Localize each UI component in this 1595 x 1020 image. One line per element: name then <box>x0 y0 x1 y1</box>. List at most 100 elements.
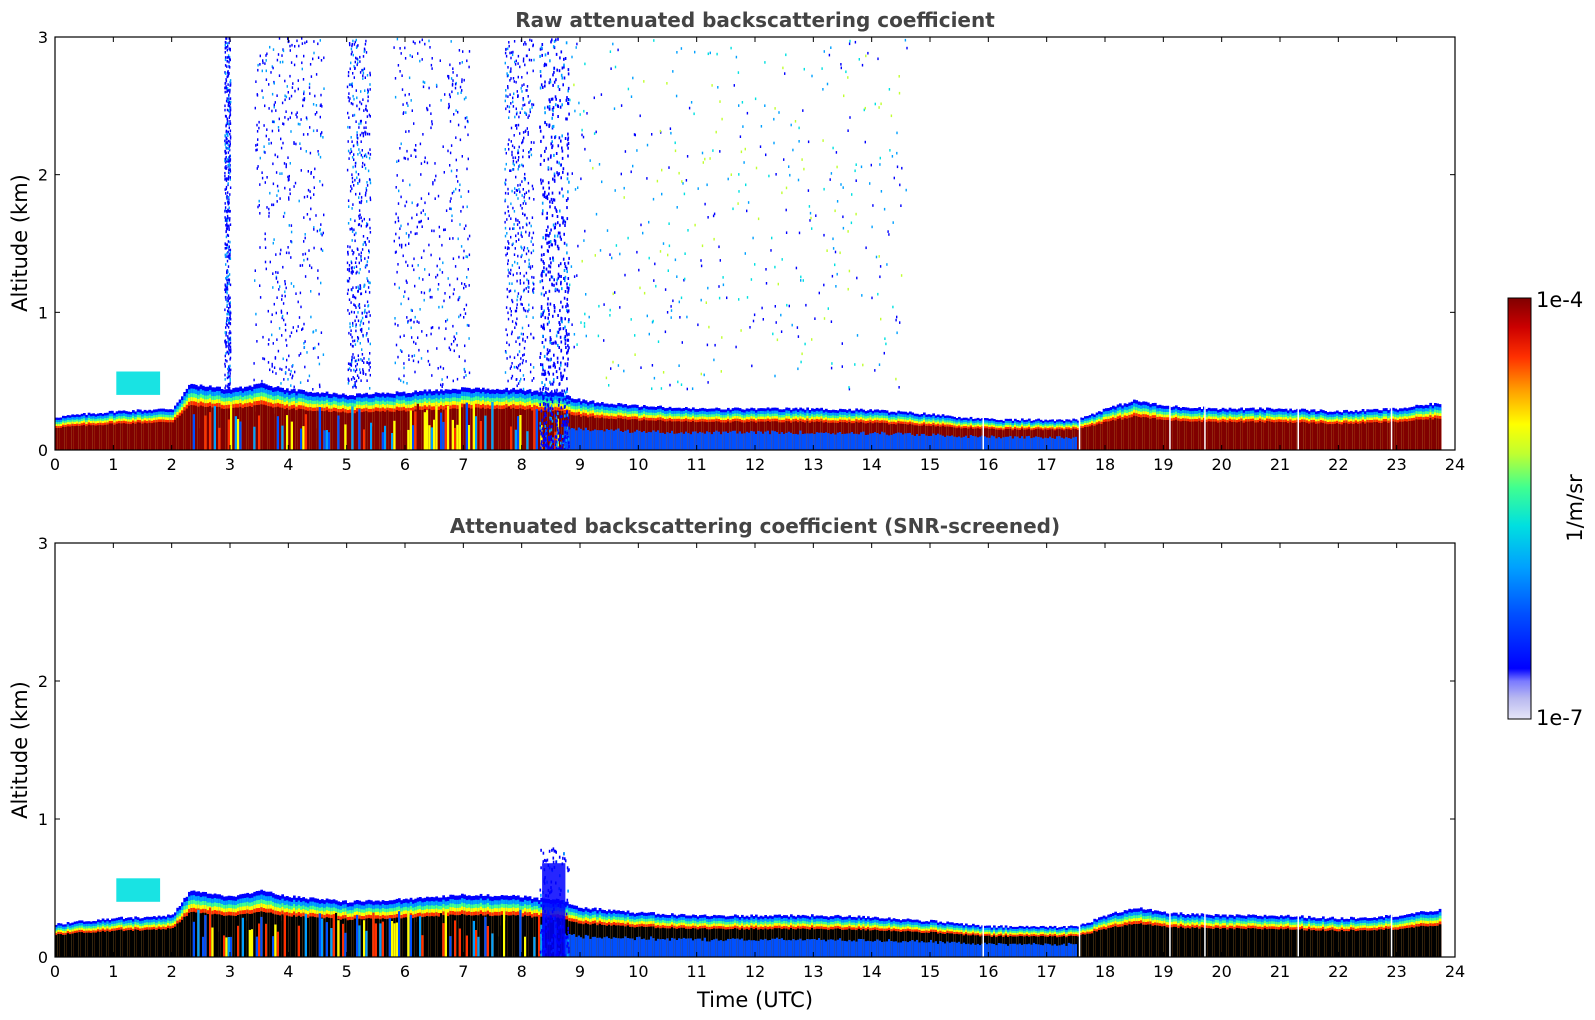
plume-speck <box>552 382 554 386</box>
bl-band-cell <box>552 411 555 450</box>
plume-speck <box>566 364 569 368</box>
plume-speck <box>564 279 566 282</box>
bl-band-cell <box>486 408 490 450</box>
plume-speck <box>545 405 548 409</box>
bl-band-cell <box>1266 421 1269 450</box>
bl-band-cell <box>160 421 163 450</box>
noise-speck <box>521 361 524 365</box>
plume-speck <box>543 422 546 426</box>
plume-speck <box>545 63 548 67</box>
surface-layer-cell <box>1042 438 1045 450</box>
plume-speck <box>550 243 553 247</box>
bl-band-cell <box>1112 419 1115 450</box>
noise-speck <box>224 386 226 390</box>
plume-speck <box>560 406 563 410</box>
bl-band-cell <box>365 411 368 450</box>
noise-speck <box>258 126 260 130</box>
plume-speck <box>546 398 548 402</box>
noise-speck <box>225 192 227 195</box>
plume-speck <box>567 448 569 450</box>
noise-speck <box>361 149 363 152</box>
bl-band-cell <box>153 422 156 450</box>
surface-layer-cell <box>696 433 700 450</box>
plume-speck <box>542 366 544 369</box>
bl-band-cell <box>1310 422 1313 450</box>
noise-speck <box>362 134 365 138</box>
bl-band-cell <box>1259 421 1262 450</box>
bl-band-cell <box>1312 422 1316 450</box>
plume-speck <box>562 420 564 424</box>
plume-speck <box>541 271 543 275</box>
surface-layer-cell <box>650 432 653 450</box>
plume-speck <box>542 236 544 240</box>
plume-speck <box>557 272 560 276</box>
plume-speck <box>548 98 551 102</box>
bl-band-cell <box>1256 422 1260 450</box>
plume-speck <box>549 380 551 384</box>
surface-layer-cell <box>1067 438 1071 450</box>
bl-band-cell <box>1137 417 1141 450</box>
plume-speck <box>547 306 549 310</box>
plume-speck <box>567 320 570 324</box>
bl-band-cell <box>1396 422 1400 450</box>
plume-speck <box>557 173 559 177</box>
noise-speck <box>464 312 467 315</box>
noise-speck <box>224 188 226 191</box>
plume-speck <box>543 266 545 270</box>
bl-band-cell <box>62 426 65 450</box>
bl-band-cell <box>1298 422 1302 450</box>
noise-speck <box>463 249 465 253</box>
surface-layer-cell <box>729 431 732 450</box>
noise-speck <box>359 133 362 137</box>
surface-layer-cell <box>825 432 828 450</box>
plume-speck <box>558 367 561 371</box>
noise-speck <box>519 183 521 187</box>
surface-layer-cell <box>944 436 947 450</box>
bl-band-cell <box>71 425 74 450</box>
plume-speck <box>551 146 553 150</box>
surface-layer-cell <box>587 430 590 450</box>
bl-band-cell <box>524 409 527 450</box>
plume-speck <box>566 351 568 355</box>
surface-layer-cell <box>969 435 973 450</box>
plume-speck <box>539 424 541 428</box>
surface-layer-cell <box>813 434 816 450</box>
plume-speck <box>550 382 552 386</box>
plume-speck <box>551 144 554 148</box>
plume-speck <box>552 372 555 376</box>
bl-band-cell <box>1128 417 1131 450</box>
surface-layer-cell <box>806 433 809 450</box>
plume-speck <box>548 107 551 111</box>
bl-band-cell <box>129 424 133 450</box>
bl-band-cell <box>1324 423 1327 450</box>
bl-band-cell <box>1415 419 1418 450</box>
noise-speck <box>301 264 304 267</box>
plume-speck <box>554 136 556 140</box>
bl-band-cell <box>1340 424 1344 450</box>
bl-band-cell <box>1333 423 1337 450</box>
plume-speck <box>550 435 552 439</box>
bl-band-cell <box>148 422 151 450</box>
plume-speck <box>557 115 559 118</box>
plume-speck <box>540 245 543 249</box>
plume-speck <box>559 415 562 419</box>
plume-speck <box>552 314 554 318</box>
mixed-layer-cell <box>274 413 277 450</box>
plume-speck <box>560 441 562 445</box>
plume-speck <box>555 435 558 439</box>
noise-speck <box>301 42 304 45</box>
bl-band-cell <box>1375 422 1379 450</box>
noise-speck <box>288 368 290 371</box>
plume-speck <box>544 111 546 115</box>
bl-band-cell <box>157 421 161 450</box>
mixed-layer-cell <box>220 429 224 450</box>
plume-speck <box>542 186 545 190</box>
plume-speck <box>549 436 551 439</box>
plume-speck <box>560 348 563 352</box>
noise-speck <box>293 385 295 389</box>
bl-band-cell <box>561 411 564 450</box>
surface-layer-cell <box>867 434 870 450</box>
plume-speck <box>550 428 553 432</box>
noise-speck <box>256 148 258 152</box>
